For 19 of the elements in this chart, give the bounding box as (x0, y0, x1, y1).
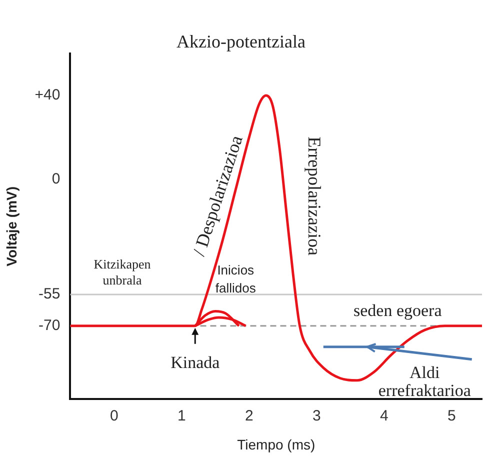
x-axis-title: Tiempo (ms) (237, 436, 316, 452)
annotation: Inicios fallidos (215, 262, 256, 296)
annotation: Kinada (170, 353, 220, 372)
x-tick-label: 0 (110, 407, 118, 424)
ref-line-label: Kitzikapen unbrala (94, 256, 152, 288)
y-axis-title: Voltaje (mV) (3, 186, 20, 266)
y-tick-label: -55 (38, 286, 60, 303)
x-tick-label: 5 (447, 407, 456, 424)
x-tick-label: 2 (244, 407, 254, 424)
x-tick-label: 1 (177, 407, 186, 424)
y-tick-label: -70 (38, 317, 60, 334)
chart-title: Akzio-potentziala (176, 32, 306, 52)
y-tick-label: 0 (52, 170, 60, 188)
x-tick-label: 4 (380, 407, 388, 424)
annotation: Aldi errefraktarioa (378, 362, 472, 400)
ref-line-label: seden egoera (353, 300, 442, 320)
x-tick-label: 3 (312, 407, 321, 424)
y-tick-label: +40 (34, 86, 60, 104)
annotation: Errepolarizazioa (304, 136, 325, 256)
